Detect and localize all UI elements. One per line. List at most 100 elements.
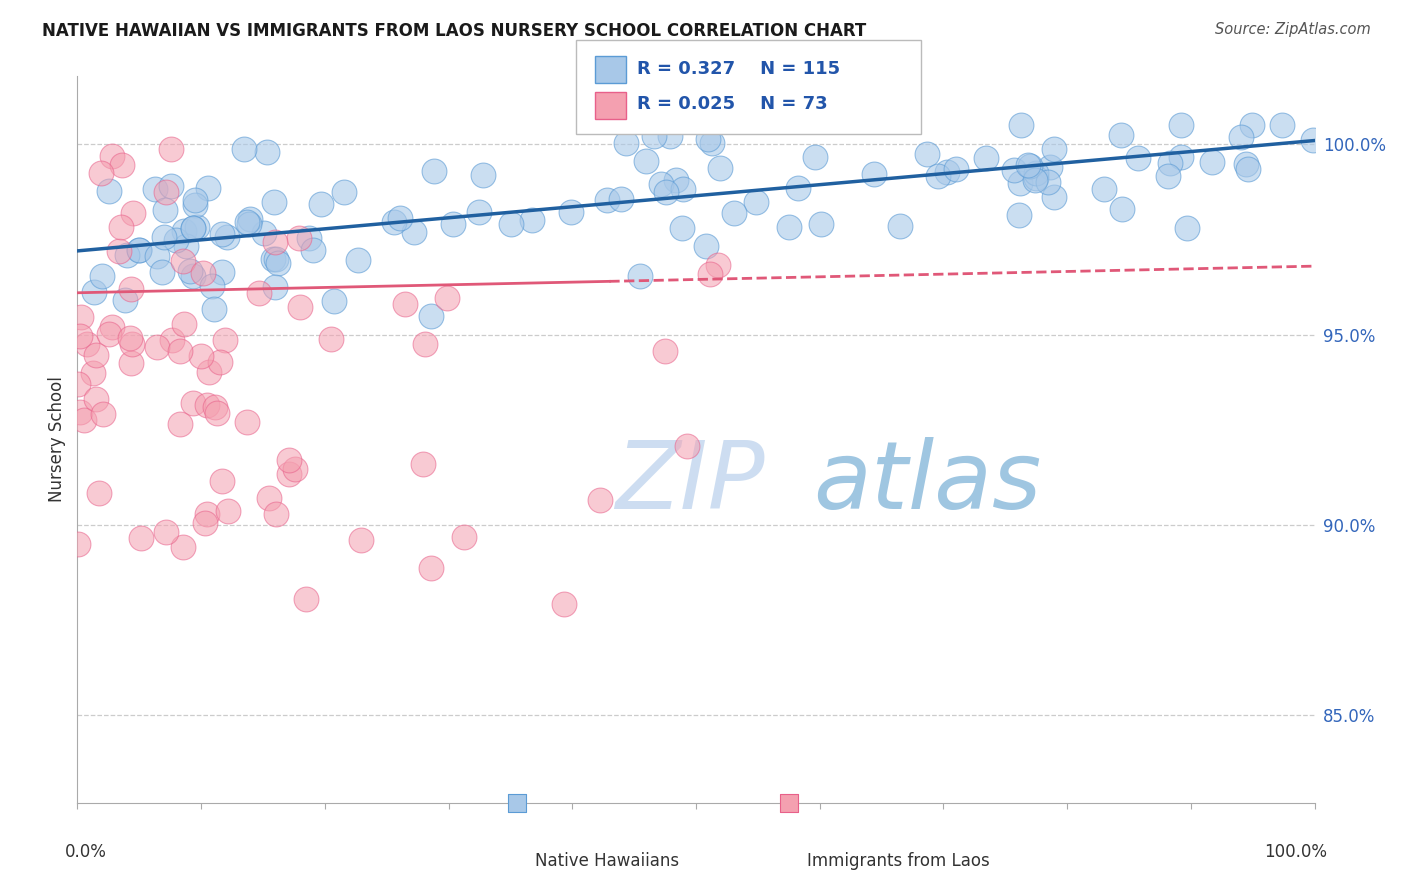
Point <box>589 493 612 508</box>
Point <box>650 178 672 192</box>
Point <box>263 280 285 294</box>
Point <box>211 227 233 241</box>
Point <box>232 142 254 156</box>
Point <box>89 485 111 500</box>
Point <box>520 212 543 227</box>
Text: NATIVE HAWAIIAN VS IMMIGRANTS FROM LAOS NURSERY SCHOOL CORRELATION CHART: NATIVE HAWAIIAN VS IMMIGRANTS FROM LAOS … <box>42 22 866 40</box>
Point <box>179 264 201 278</box>
Point <box>195 508 218 522</box>
Point <box>1025 166 1047 180</box>
Point <box>204 400 226 414</box>
Point <box>115 248 138 262</box>
Text: Immigrants from Laos: Immigrants from Laos <box>807 852 990 871</box>
Point <box>1092 182 1115 196</box>
Point <box>778 219 800 234</box>
Point <box>1237 161 1260 176</box>
Point <box>165 233 187 247</box>
Point <box>700 136 723 150</box>
Point <box>671 220 693 235</box>
Point <box>120 356 142 370</box>
Point <box>202 301 225 316</box>
Point <box>181 396 204 410</box>
Text: atlas: atlas <box>814 437 1042 528</box>
Point <box>253 226 276 240</box>
Point <box>628 268 651 283</box>
Point <box>214 333 236 347</box>
Point <box>319 332 342 346</box>
Point <box>1019 159 1042 173</box>
Point <box>183 193 205 207</box>
Point <box>553 597 575 611</box>
Point <box>347 253 370 268</box>
Point <box>419 561 441 575</box>
Point <box>1017 159 1039 173</box>
Point <box>643 128 665 143</box>
Point <box>288 231 311 245</box>
Point <box>1159 155 1181 169</box>
Point <box>654 343 676 358</box>
Point <box>98 326 121 341</box>
Point <box>863 167 886 181</box>
Point <box>423 163 446 178</box>
Point <box>173 224 195 238</box>
Point <box>145 340 167 354</box>
Point <box>1109 128 1132 142</box>
Point <box>83 285 105 300</box>
Point <box>190 349 212 363</box>
Point <box>256 145 278 160</box>
Point <box>146 249 169 263</box>
Point <box>211 265 233 279</box>
Point <box>501 217 523 231</box>
Point <box>101 320 124 334</box>
Point <box>67 377 90 392</box>
Point <box>1229 130 1251 145</box>
Point <box>217 504 239 518</box>
Point <box>290 300 312 314</box>
Point <box>1271 118 1294 132</box>
Point <box>236 214 259 228</box>
Point <box>676 439 699 453</box>
Point <box>257 491 280 506</box>
Point <box>238 217 260 231</box>
Point <box>120 331 142 345</box>
Point <box>453 530 475 544</box>
Point <box>183 220 205 235</box>
Point <box>695 239 717 253</box>
Point <box>389 211 412 225</box>
Point <box>211 475 233 489</box>
Point <box>150 265 173 279</box>
Point <box>936 165 959 179</box>
Point <box>111 158 134 172</box>
Point <box>699 267 721 281</box>
Point <box>810 217 832 231</box>
Point <box>382 215 405 229</box>
Point <box>217 230 239 244</box>
Text: 0.0%: 0.0% <box>65 843 107 861</box>
Point <box>394 297 416 311</box>
Point <box>195 398 218 412</box>
Point <box>697 132 720 146</box>
Point <box>194 516 217 531</box>
Point <box>665 173 688 187</box>
Point <box>69 329 91 343</box>
Point <box>277 452 299 467</box>
Point <box>1157 169 1180 183</box>
Point <box>97 184 120 198</box>
Point <box>121 336 143 351</box>
Point <box>1024 172 1046 186</box>
Point <box>197 181 219 195</box>
Point <box>129 531 152 545</box>
Point <box>333 185 356 199</box>
Point <box>84 392 107 406</box>
Point <box>707 258 730 272</box>
Point <box>284 462 307 476</box>
Point <box>420 309 443 323</box>
Point <box>181 269 204 284</box>
Point <box>267 256 290 270</box>
Point <box>709 161 731 175</box>
Point <box>672 182 695 196</box>
Point <box>1240 118 1263 132</box>
Point <box>441 218 464 232</box>
Point <box>1111 202 1133 216</box>
Point <box>208 355 231 369</box>
